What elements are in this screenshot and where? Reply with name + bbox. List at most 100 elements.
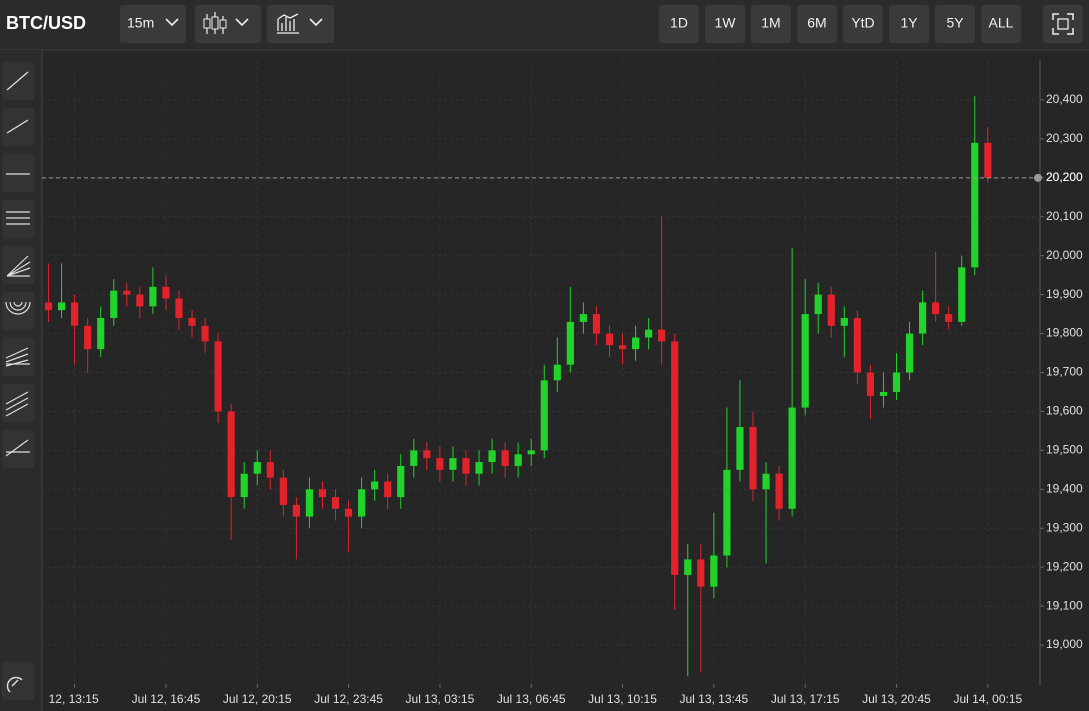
candle-body	[866, 372, 874, 396]
chart-type-button[interactable]	[195, 5, 261, 43]
ray-icon	[6, 119, 29, 134]
candle-body	[736, 427, 744, 470]
parallel-icon	[5, 391, 29, 417]
fullscreen-button[interactable]	[1043, 5, 1083, 43]
y-tick-label: 19,800	[1046, 326, 1083, 340]
tool-button[interactable]	[2, 430, 34, 468]
interval-label: 15m	[127, 15, 154, 31]
tool-button[interactable]	[2, 200, 34, 238]
candle-body	[462, 458, 470, 474]
range-label: 1Y	[900, 15, 918, 31]
range-button[interactable]: 1Y	[889, 5, 929, 43]
candle-body	[97, 317, 105, 350]
range-button[interactable]: YtD	[843, 5, 883, 43]
y-tick-label: 19,900	[1046, 287, 1083, 301]
button-bg	[889, 5, 929, 43]
trend-line-icon	[6, 71, 29, 91]
button-bg	[751, 5, 791, 43]
chevron	[235, 18, 249, 27]
candle-body	[749, 427, 757, 490]
candle-body	[123, 290, 131, 295]
candle-body	[814, 294, 822, 315]
candle-body	[136, 294, 144, 307]
candle-body	[879, 391, 888, 396]
x-tick-label: Jul 13, 20:45	[862, 692, 931, 706]
channel-icon	[6, 211, 30, 225]
candle-body	[958, 267, 966, 322]
candle-body	[984, 142, 992, 178]
button-bg	[935, 5, 975, 43]
magnet-icon	[6, 676, 23, 693]
candle-body	[475, 462, 483, 474]
candle-body	[892, 372, 901, 392]
range-label: 1M	[761, 15, 780, 31]
y-tick-label: 20,300	[1046, 131, 1083, 145]
range-button[interactable]: 1W	[705, 5, 745, 43]
y-tick-label: 19,200	[1046, 559, 1083, 573]
candle-body	[44, 302, 53, 311]
tool-button[interactable]	[2, 154, 34, 192]
candle-body	[671, 341, 679, 575]
candle-body	[710, 555, 718, 587]
y-tick-label: 19,300	[1046, 520, 1083, 534]
candle-body	[801, 314, 809, 408]
fan-icon	[6, 255, 31, 277]
x-tick-label: Jul 13, 10:15	[588, 692, 657, 706]
chevron	[165, 18, 179, 27]
candle-body	[501, 450, 509, 466]
candle-body	[945, 314, 953, 322]
x-tick-label: 12, 13:15	[49, 692, 99, 706]
pitchfork-icon	[5, 347, 30, 367]
tool-button[interactable]	[2, 292, 34, 330]
candle-body	[579, 314, 587, 322]
range-label: 1D	[670, 15, 688, 31]
candle-body	[371, 481, 379, 490]
candle-body	[697, 559, 705, 587]
x-tick-label: Jul 13, 13:45	[679, 692, 748, 706]
range-label: 1W	[715, 15, 737, 31]
last-price-dot	[1034, 173, 1042, 182]
x-tick-label: Jul 12, 20:15	[223, 692, 292, 706]
candle-body	[423, 450, 431, 459]
tool-button[interactable]	[2, 108, 34, 146]
range-button[interactable]: ALL	[981, 5, 1021, 43]
candle-body	[162, 286, 170, 299]
candle-body	[344, 508, 353, 517]
candle-body	[253, 462, 261, 474]
range-button[interactable]: 5Y	[935, 5, 975, 43]
candle-body	[645, 329, 653, 338]
range-button[interactable]: 1D	[659, 5, 699, 43]
candle-body	[57, 302, 66, 311]
candle-icon	[219, 19, 227, 29]
range-label: 5Y	[946, 15, 964, 31]
candle-body	[240, 473, 248, 498]
x-tick-label: Jul 12, 23:45	[314, 692, 383, 706]
range-button[interactable]: 6M	[797, 5, 837, 43]
candle-body	[788, 407, 796, 509]
range-button[interactable]: 1M	[751, 5, 791, 43]
button-bg	[843, 5, 883, 43]
candle-body	[684, 559, 692, 575]
indicator-button[interactable]	[267, 5, 334, 43]
candle-body	[762, 473, 770, 490]
fullscreen-icon	[1057, 18, 1069, 30]
candle-body	[527, 450, 535, 455]
drawing-tools	[2, 62, 34, 700]
candle-body	[971, 142, 979, 268]
candle-body	[292, 504, 300, 517]
interval-button[interactable]: 15m	[120, 5, 186, 43]
button-bg	[797, 5, 837, 43]
candle-body	[488, 450, 496, 463]
fullscreen-icon	[1052, 13, 1074, 35]
candle-body	[214, 341, 222, 412]
candle-body	[449, 458, 457, 470]
candle-body	[410, 450, 418, 466]
candle-body	[631, 337, 640, 350]
y-tick-label: 19,000	[1046, 637, 1083, 651]
y-tick-label: 19,500	[1046, 443, 1083, 457]
candle-body	[540, 380, 548, 451]
candle-body	[436, 458, 444, 470]
candle-body	[658, 329, 666, 342]
